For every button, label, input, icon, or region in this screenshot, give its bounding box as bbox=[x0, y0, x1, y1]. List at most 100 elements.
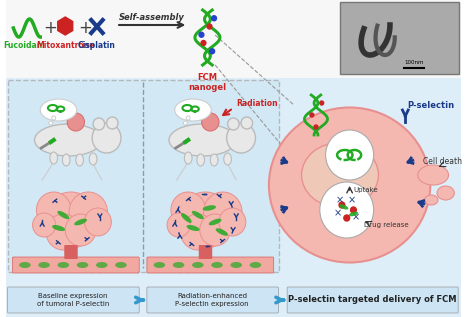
Ellipse shape bbox=[175, 99, 211, 121]
Circle shape bbox=[339, 202, 345, 208]
Circle shape bbox=[344, 215, 350, 221]
FancyBboxPatch shape bbox=[6, 0, 461, 78]
Text: Cell death: Cell death bbox=[423, 158, 462, 166]
Ellipse shape bbox=[269, 107, 430, 262]
Circle shape bbox=[92, 123, 121, 153]
Circle shape bbox=[179, 192, 232, 248]
Text: +: + bbox=[79, 19, 92, 37]
Ellipse shape bbox=[169, 124, 236, 156]
Text: Radiation: Radiation bbox=[236, 99, 278, 108]
FancyBboxPatch shape bbox=[6, 78, 461, 317]
Circle shape bbox=[84, 208, 111, 236]
FancyBboxPatch shape bbox=[64, 245, 78, 259]
Ellipse shape bbox=[349, 212, 358, 216]
FancyBboxPatch shape bbox=[147, 257, 273, 273]
Text: Radiation-enhanced
P-selectin expression: Radiation-enhanced P-selectin expression bbox=[175, 293, 249, 307]
Polygon shape bbox=[58, 17, 73, 35]
Ellipse shape bbox=[19, 262, 31, 268]
Text: +: + bbox=[43, 19, 57, 37]
Ellipse shape bbox=[63, 154, 70, 166]
Text: ×: × bbox=[336, 195, 344, 205]
Text: FCM
nanogel: FCM nanogel bbox=[188, 73, 227, 92]
Ellipse shape bbox=[89, 153, 97, 165]
Ellipse shape bbox=[224, 153, 231, 165]
Circle shape bbox=[171, 192, 206, 228]
Text: 100nm: 100nm bbox=[404, 60, 424, 65]
Text: Self-assembly: Self-assembly bbox=[119, 14, 185, 23]
Ellipse shape bbox=[57, 262, 69, 268]
FancyBboxPatch shape bbox=[147, 287, 279, 313]
Text: ×: × bbox=[334, 208, 342, 218]
Circle shape bbox=[199, 32, 204, 37]
Ellipse shape bbox=[52, 225, 65, 231]
Ellipse shape bbox=[40, 99, 77, 121]
Circle shape bbox=[46, 214, 81, 250]
Circle shape bbox=[67, 113, 84, 131]
Circle shape bbox=[314, 125, 318, 129]
Circle shape bbox=[33, 213, 55, 237]
Text: Baseline expression
of tumoral P-selectin: Baseline expression of tumoral P-selecti… bbox=[37, 293, 109, 307]
Ellipse shape bbox=[186, 225, 200, 231]
FancyBboxPatch shape bbox=[287, 287, 458, 313]
Circle shape bbox=[320, 182, 374, 238]
Text: P-selectin targeted delivery of FCM: P-selectin targeted delivery of FCM bbox=[288, 295, 457, 305]
Circle shape bbox=[219, 208, 246, 236]
Circle shape bbox=[201, 113, 219, 131]
Ellipse shape bbox=[173, 262, 184, 268]
Circle shape bbox=[200, 214, 230, 246]
Text: ×: × bbox=[347, 195, 356, 205]
Circle shape bbox=[36, 192, 71, 228]
Ellipse shape bbox=[50, 152, 57, 164]
Circle shape bbox=[49, 121, 53, 125]
Ellipse shape bbox=[339, 204, 348, 210]
Ellipse shape bbox=[209, 219, 221, 225]
Ellipse shape bbox=[35, 124, 102, 156]
Circle shape bbox=[44, 192, 98, 248]
Ellipse shape bbox=[250, 262, 261, 268]
Circle shape bbox=[326, 130, 374, 180]
Ellipse shape bbox=[418, 165, 448, 185]
FancyBboxPatch shape bbox=[8, 80, 280, 272]
Ellipse shape bbox=[301, 143, 378, 208]
Circle shape bbox=[201, 41, 206, 46]
Text: P-selectin: P-selectin bbox=[407, 101, 455, 110]
Text: Drug release: Drug release bbox=[364, 222, 409, 228]
Circle shape bbox=[93, 118, 105, 130]
Circle shape bbox=[65, 214, 96, 246]
Ellipse shape bbox=[96, 262, 108, 268]
Text: ×: × bbox=[351, 212, 359, 222]
Ellipse shape bbox=[437, 186, 454, 200]
Circle shape bbox=[181, 214, 215, 250]
Circle shape bbox=[212, 16, 217, 21]
Ellipse shape bbox=[57, 211, 69, 219]
FancyBboxPatch shape bbox=[8, 287, 139, 313]
Circle shape bbox=[241, 117, 253, 129]
Circle shape bbox=[228, 118, 239, 130]
Circle shape bbox=[351, 207, 356, 213]
FancyBboxPatch shape bbox=[12, 257, 139, 273]
Ellipse shape bbox=[210, 154, 218, 166]
Circle shape bbox=[203, 192, 242, 232]
Text: Mitoxantrone: Mitoxantrone bbox=[36, 41, 94, 50]
Circle shape bbox=[210, 49, 215, 54]
FancyBboxPatch shape bbox=[199, 245, 212, 259]
Ellipse shape bbox=[203, 205, 216, 211]
Circle shape bbox=[69, 192, 108, 232]
Ellipse shape bbox=[74, 219, 87, 225]
Ellipse shape bbox=[425, 195, 438, 205]
Text: Uptake: Uptake bbox=[354, 187, 378, 193]
Ellipse shape bbox=[192, 262, 203, 268]
Ellipse shape bbox=[115, 262, 127, 268]
Circle shape bbox=[167, 213, 190, 237]
Circle shape bbox=[186, 116, 190, 120]
Circle shape bbox=[207, 24, 212, 29]
Ellipse shape bbox=[181, 213, 191, 223]
FancyBboxPatch shape bbox=[340, 2, 459, 74]
Ellipse shape bbox=[230, 262, 242, 268]
Text: Cisplatin: Cisplatin bbox=[78, 41, 116, 50]
Ellipse shape bbox=[192, 211, 204, 219]
Circle shape bbox=[227, 123, 255, 153]
Circle shape bbox=[107, 117, 118, 129]
Ellipse shape bbox=[216, 228, 228, 236]
Ellipse shape bbox=[211, 262, 223, 268]
